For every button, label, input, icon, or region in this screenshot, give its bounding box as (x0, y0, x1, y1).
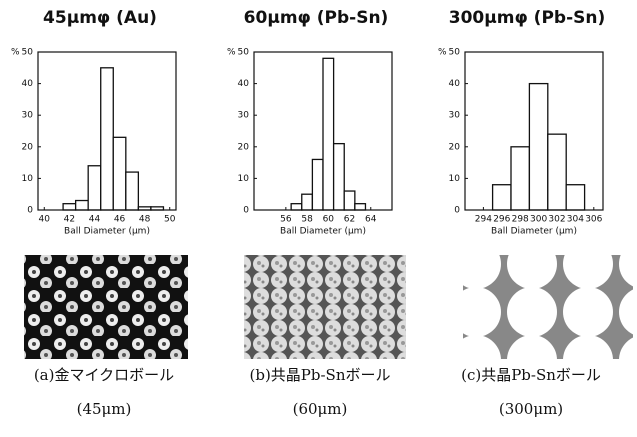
photo (463, 255, 633, 359)
caption: (b)共晶Pb-Snボール (249, 366, 390, 384)
caption-size: (45μm) (77, 400, 132, 418)
photo (244, 255, 406, 359)
photo (24, 255, 188, 359)
bar (112, 136, 127, 211)
bar (100, 67, 114, 211)
y-tick-label: 30 (22, 111, 34, 121)
bar (343, 190, 356, 211)
y-tick-label: 40 (22, 79, 34, 89)
bar (62, 203, 77, 211)
x-tick-label: 300 (530, 215, 547, 225)
y-tick-label: 40 (238, 79, 250, 89)
x-axis-label: Ball Diameter (μm) (491, 227, 577, 237)
x-tick-label: 302 (548, 215, 565, 225)
x-tick-label: 48 (139, 215, 151, 225)
caption-size: (60μm) (293, 400, 348, 418)
y-tick-label: 0 (27, 206, 33, 216)
plot-frame (253, 51, 393, 211)
y-tick-label: 0 (243, 206, 249, 216)
x-tick-label: 56 (280, 215, 292, 225)
bar (322, 57, 335, 211)
bar (510, 146, 531, 211)
x-tick-label: 50 (164, 215, 176, 225)
x-axis-label: Ball Diameter (μm) (64, 227, 150, 237)
bar (565, 184, 586, 211)
chart-title: 60μmφ (Pb-Sn) (244, 8, 389, 28)
bar (301, 193, 314, 211)
bar (354, 203, 367, 211)
y-axis-label: % (227, 48, 236, 58)
y-axis-label: % (11, 48, 20, 58)
y-tick-label: 50 (449, 48, 461, 58)
bar (332, 142, 345, 211)
y-tick-label: 10 (22, 174, 34, 184)
y-tick-label: 50 (238, 48, 250, 58)
y-tick-label: 30 (238, 111, 250, 121)
y-tick-label: 10 (238, 174, 250, 184)
x-tick-label: 296 (493, 215, 510, 225)
bar (528, 82, 549, 211)
x-tick-label: 62 (344, 215, 355, 225)
x-tick-label: 304 (567, 215, 584, 225)
y-tick-label: 50 (22, 48, 34, 58)
x-tick-label: 42 (64, 215, 75, 225)
x-tick-label: 298 (512, 215, 529, 225)
x-tick-label: 306 (585, 215, 602, 225)
x-tick-label: 294 (475, 215, 492, 225)
bar (547, 133, 567, 211)
y-tick-label: 30 (449, 111, 461, 121)
plot-frame (37, 51, 177, 211)
bar (87, 165, 102, 211)
bar (74, 199, 89, 211)
x-tick-label: 64 (365, 215, 377, 225)
plot-frame (464, 51, 604, 211)
x-tick-label: 40 (39, 215, 51, 225)
y-tick-label: 20 (238, 142, 250, 152)
y-tick-label: 0 (454, 206, 460, 216)
chart-title: 45μmφ (Au) (43, 8, 157, 28)
bar (290, 203, 303, 211)
y-tick-label: 10 (449, 174, 461, 184)
bar (311, 158, 324, 211)
x-tick-label: 58 (301, 215, 313, 225)
caption-size: (300μm) (499, 400, 563, 418)
x-tick-label: 44 (89, 215, 101, 225)
x-tick-label: 60 (323, 215, 335, 225)
caption: (a)金マイクロボール (34, 366, 174, 384)
bar (491, 184, 512, 211)
x-tick-label: 46 (114, 215, 126, 225)
chart-title: 300μmφ (Pb-Sn) (449, 8, 606, 28)
y-tick-label: 20 (449, 142, 461, 152)
bar (125, 171, 140, 211)
y-axis-label: % (438, 48, 447, 58)
y-tick-label: 40 (449, 79, 461, 89)
caption: (c)共晶Pb-Snボール (461, 366, 601, 384)
x-axis-label: Ball Diameter (μm) (280, 227, 366, 237)
y-tick-label: 20 (22, 142, 34, 152)
